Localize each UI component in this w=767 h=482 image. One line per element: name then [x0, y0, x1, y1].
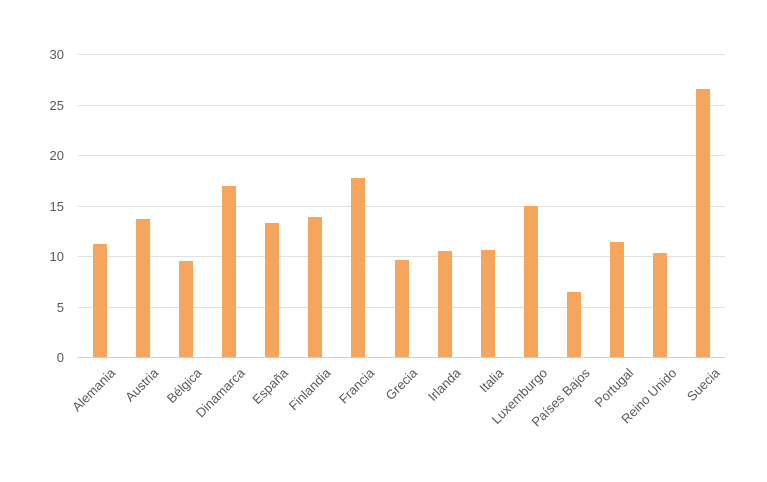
bar-irlanda	[437, 250, 452, 357]
gridline-y-30	[78, 54, 725, 55]
gridline-y-25	[78, 104, 725, 106]
y-axis-tick-label: 20	[49, 148, 64, 163]
x-axis-tick-label: Irlanda	[424, 365, 464, 405]
gridline-y-10	[78, 256, 725, 257]
bar-francia	[351, 178, 366, 357]
x-axis-tick-label: Italia	[476, 365, 507, 396]
y-axis-tick-label: 30	[49, 47, 64, 62]
bar-alemania	[92, 243, 107, 357]
bar-suecia	[696, 89, 711, 357]
bar-paises-bajos	[567, 292, 582, 357]
gridline-y-20	[78, 155, 725, 156]
x-axis-tick-label: Bélgica	[163, 365, 205, 407]
bar-luxemburgo	[523, 205, 538, 357]
y-axis-tick-label: 15	[49, 198, 64, 214]
bar-portugal	[610, 241, 625, 357]
gridline-y-0	[78, 357, 725, 358]
bar-espana	[265, 222, 280, 357]
bar-reino-unido	[653, 252, 668, 357]
gridline-y-15	[78, 205, 725, 207]
y-axis-tick-label: 25	[49, 97, 64, 113]
bar-dinamarca	[221, 186, 236, 357]
y-axis-tick-label: 5	[56, 299, 64, 315]
x-axis-tick-label: Finlandia	[286, 365, 335, 414]
x-axis-tick-label: Alemania	[69, 365, 119, 415]
bar-austria	[135, 218, 150, 357]
bar-grecia	[394, 260, 409, 357]
x-axis-tick-label: España	[249, 365, 292, 408]
bar-belgica	[178, 261, 193, 357]
x-axis-tick-label: Francia	[336, 365, 378, 407]
y-axis-tick-label: 0	[56, 350, 64, 365]
x-axis-tick-label: Austria	[122, 365, 162, 405]
x-axis-tick-label: Grecia	[382, 365, 421, 403]
x-axis-tick-label: Suecia	[683, 365, 723, 405]
bar-italia	[480, 249, 495, 357]
bar-finlandia	[308, 216, 323, 357]
y-axis-tick-label: 10	[49, 249, 64, 264]
